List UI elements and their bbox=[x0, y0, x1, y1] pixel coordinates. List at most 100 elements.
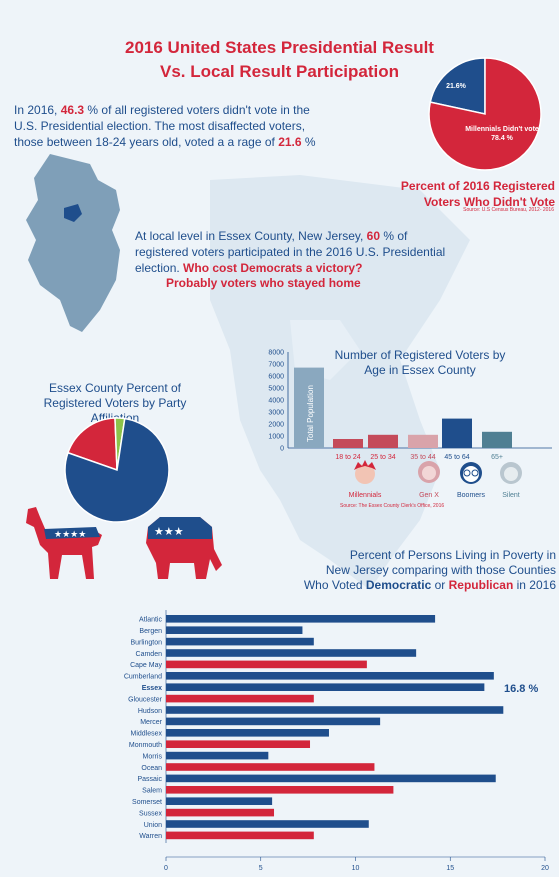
poverty-xtick: 0 bbox=[164, 865, 168, 872]
poverty-category-label: Bergen bbox=[139, 628, 162, 635]
poverty-bar-warren bbox=[166, 831, 314, 840]
local-text-1: At local level in Essex County, New Jers… bbox=[135, 229, 367, 243]
donkey-icon: ★★★★ bbox=[26, 507, 102, 579]
poverty-category-label: Somerset bbox=[132, 799, 162, 806]
poverty-bar-passaic bbox=[166, 774, 496, 783]
poverty-bar-gloucester bbox=[166, 694, 314, 703]
poverty-title-part-3: Who Voted bbox=[303, 578, 366, 592]
age-xtick: 18 to 24 bbox=[335, 454, 360, 461]
gen-label-genx: Gen X bbox=[419, 492, 439, 499]
poverty-category-label: Burlington bbox=[130, 639, 162, 646]
age-ytick: 0 bbox=[280, 446, 284, 453]
pie-label-1: Millennials Didn't vote bbox=[465, 126, 539, 133]
intro-value-1: 46.3 bbox=[60, 103, 85, 117]
poverty-bar-essex bbox=[166, 683, 485, 691]
millennials-pie-source: Source: U.S Census Bureau, 2012- 2016 bbox=[463, 207, 554, 213]
pie-slice-1 bbox=[428, 57, 542, 171]
age-bar-label-total: Total Population bbox=[306, 385, 315, 442]
poverty-category-label: Middlesex bbox=[130, 731, 162, 738]
gen-label-boomers: Boomers bbox=[456, 492, 485, 499]
poverty-xtick: 20 bbox=[541, 865, 549, 872]
age-bar-0 bbox=[294, 367, 324, 448]
poverty-category-label: Mercer bbox=[140, 719, 162, 726]
age-ytick: 7000 bbox=[268, 362, 284, 369]
age-bar-chart: 0 1000 2000 3000 4000 5000 6000 7000 8000 Total P… bbox=[268, 350, 552, 461]
poverty-category-label: Monmouth bbox=[129, 742, 162, 749]
title-line-2: Vs. Local Result Participation bbox=[159, 62, 399, 81]
intro-text-3: % bbox=[301, 135, 316, 149]
poverty-bar-cumberland bbox=[166, 672, 494, 680]
poverty-category-label: Passaic bbox=[137, 776, 162, 783]
poverty-title-line-1: Percent of Persons Living in Poverty in bbox=[349, 548, 556, 562]
poverty-bar-morris bbox=[166, 751, 269, 760]
age-bar-5 bbox=[482, 431, 512, 448]
poverty-category-label: Sussex bbox=[139, 810, 162, 817]
poverty-category-label: Warren bbox=[139, 833, 162, 840]
poverty-chart-title: Percent of Persons Living in Poverty in … bbox=[300, 548, 556, 593]
party-pie-chart bbox=[64, 417, 170, 523]
poverty-bar-atlantic bbox=[166, 615, 436, 623]
age-ytick: 8000 bbox=[268, 350, 284, 357]
pie-label-0: 21.6% bbox=[446, 83, 467, 90]
age-ytick: 3000 bbox=[268, 410, 284, 417]
poverty-category-label: Gloucester bbox=[128, 696, 163, 703]
age-xtick: 35 to 44 bbox=[410, 454, 435, 461]
pie-label-2: 78.4 % bbox=[491, 135, 514, 142]
local-paragraph: At local level in Essex County, New Jers… bbox=[135, 228, 455, 276]
age-bar-3 bbox=[408, 434, 438, 448]
poverty-bar-bergen bbox=[166, 626, 303, 634]
poverty-title-line-2: New Jersey comparing with those Counties bbox=[325, 563, 556, 577]
poverty-category-label: Morris bbox=[143, 753, 163, 760]
page-title: 2016 United States Presidential Result V… bbox=[0, 36, 559, 84]
poverty-bar-ocean bbox=[166, 763, 375, 771]
poverty-xtick: 10 bbox=[352, 865, 360, 872]
gen-label-silent: Silent bbox=[502, 492, 520, 499]
age-ytick: 5000 bbox=[268, 386, 284, 393]
pie-slice-0 bbox=[429, 57, 486, 115]
boomers-avatar-icon bbox=[460, 462, 482, 484]
local-question: Who cost Democrats a victory? bbox=[183, 261, 363, 275]
poverty-category-label: Cumberland bbox=[124, 674, 162, 681]
poverty-bar-chart: Atlantic Bergen Burlington Camden Cape May Cu… bbox=[124, 610, 549, 877]
poverty-bar-hudson bbox=[166, 706, 504, 714]
gen-label-millennials: Millennials bbox=[348, 492, 382, 499]
intro-text-1: In 2016, bbox=[14, 103, 61, 117]
poverty-bar-union bbox=[166, 820, 369, 828]
poverty-bar-salem bbox=[166, 786, 394, 794]
poverty-title-part-7: in 2016 bbox=[513, 578, 556, 592]
local-value-1: 60 bbox=[366, 229, 381, 243]
poverty-title-democratic: Democratic bbox=[365, 578, 432, 592]
local-answer: Probably voters who stayed home bbox=[166, 276, 361, 290]
poverty-bar-cape-may bbox=[166, 660, 367, 669]
age-chart-source: Source: The Essex County Clerk's Office,… bbox=[340, 503, 445, 509]
poverty-category-label: Cape May bbox=[130, 662, 162, 669]
millennials-pie-chart: 21.6% Millennials Didn't vote 78.4 % bbox=[428, 57, 542, 171]
age-chart-title: Number of Registered Voters by Age in Es… bbox=[334, 348, 506, 377]
poverty-bar-burlington bbox=[166, 637, 314, 646]
millennials-avatar-icon bbox=[354, 460, 376, 484]
poverty-xtick: 15 bbox=[446, 865, 454, 872]
poverty-category-label: Atlantic bbox=[139, 617, 162, 624]
title-line-1: 2016 United States Presidential Result bbox=[125, 38, 434, 57]
poverty-category-label: Salem bbox=[142, 788, 162, 795]
party-slice-democratic bbox=[64, 417, 170, 523]
age-ytick: 1000 bbox=[268, 434, 284, 441]
svg-text:★★★: ★★★ bbox=[154, 526, 184, 538]
poverty-bar-monmouth bbox=[166, 740, 311, 748]
age-ytick: 4000 bbox=[268, 398, 284, 405]
poverty-bar-camden bbox=[166, 649, 417, 657]
age-bar-2 bbox=[368, 434, 398, 448]
essex-highlight-label: 16.8 % bbox=[504, 683, 538, 695]
poverty-xtick: 5 bbox=[259, 865, 263, 872]
svg-text:★★★★: ★★★★ bbox=[54, 529, 86, 539]
poverty-xlabel: Percent bbox=[334, 875, 376, 877]
local-text-2: % of registered voters participated in t… bbox=[135, 229, 446, 275]
age-ytick: 2000 bbox=[268, 422, 284, 429]
poverty-bar-somerset bbox=[166, 797, 273, 805]
poverty-bar-mercer bbox=[166, 717, 381, 726]
silent-avatar-icon bbox=[500, 462, 522, 484]
poverty-category-label: Hudson bbox=[138, 708, 162, 715]
new-jersey-map bbox=[26, 154, 120, 332]
age-bar-4 bbox=[442, 418, 472, 448]
